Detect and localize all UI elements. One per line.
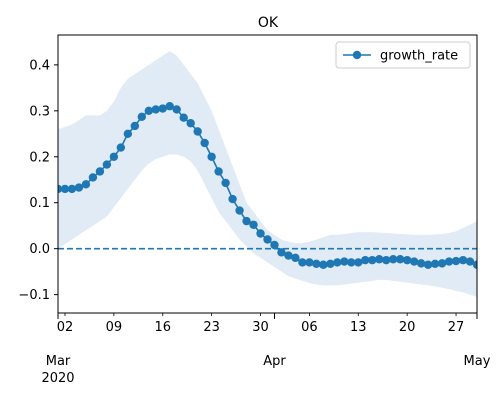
x-minor-tick-label: 16	[154, 320, 171, 335]
data-point	[144, 106, 153, 116]
data-point	[312, 259, 321, 269]
data-point	[221, 178, 230, 188]
x-minor-tick-label: 30	[252, 320, 269, 335]
data-point	[256, 229, 265, 238]
data-point	[277, 248, 286, 257]
data-point	[172, 105, 181, 114]
x-minor-tick-label: 23	[203, 320, 220, 335]
data-point	[130, 121, 140, 131]
data-point	[74, 183, 84, 192]
x-major-tick-label: Apr	[263, 354, 286, 369]
data-point	[67, 184, 77, 194]
data-point	[437, 259, 447, 268]
data-point	[319, 260, 328, 269]
data-point	[423, 260, 433, 269]
data-point	[102, 160, 112, 169]
legend-box	[335, 41, 471, 69]
data-point	[340, 257, 349, 266]
data-point	[451, 256, 461, 266]
data-point	[465, 257, 475, 266]
axes: −0.1 0.0 0.1 0.2 0.3 0.4 02 09 16 23 30 06 13 20 27 Mar…	[18, 34, 491, 386]
x-minor-tick-label: 02	[57, 320, 74, 335]
data-point	[186, 119, 195, 128]
data-point	[95, 167, 105, 176]
data-point	[88, 173, 98, 182]
data-point	[333, 258, 342, 267]
data-point	[409, 257, 419, 266]
x-major-tick-label: Mar	[46, 354, 71, 369]
data-point	[116, 143, 126, 152]
legend-marker	[352, 50, 362, 60]
data-point	[109, 152, 119, 161]
data-point	[430, 259, 440, 269]
x-minor-tick-label: 13	[350, 320, 367, 335]
legend: growth_rate	[335, 41, 471, 69]
y-tick-label: 0.3	[29, 104, 50, 119]
data-point	[200, 138, 209, 148]
data-point	[472, 260, 477, 269]
data-point	[284, 251, 293, 260]
data-point	[368, 255, 377, 265]
y-tick-label: −0.1	[18, 288, 50, 303]
data-point	[361, 255, 370, 265]
data-point	[81, 180, 91, 189]
x-major-tick-label: May	[464, 354, 491, 369]
data-point	[242, 216, 251, 226]
data-point	[228, 194, 237, 204]
y-tick-label: 0.1	[29, 196, 50, 211]
plot-area	[58, 51, 477, 297]
data-point	[375, 255, 384, 264]
chart-title: OK	[258, 15, 279, 31]
data-point	[193, 127, 202, 136]
legend-label: growth_rate	[380, 49, 458, 64]
x-minor-tick-label: 27	[448, 320, 465, 335]
data-point	[263, 235, 272, 244]
data-point	[305, 258, 314, 267]
data-point	[416, 259, 426, 268]
y-tick-label: 0.2	[29, 150, 50, 165]
data-point	[158, 104, 167, 113]
y-tick-label: 0.4	[29, 58, 50, 73]
data-point	[458, 255, 468, 265]
data-point	[444, 257, 454, 266]
data-point	[270, 240, 279, 250]
data-point	[151, 105, 160, 114]
data-point	[402, 255, 412, 265]
data-point	[60, 184, 70, 194]
plot-inner	[58, 51, 477, 297]
plot-frame	[57, 34, 478, 314]
x-year-label: 2020	[41, 371, 74, 386]
data-point	[382, 255, 391, 265]
x-minor-tick-label: 09	[106, 320, 123, 335]
data-point	[326, 259, 335, 269]
x-minor-tick-label: 20	[399, 320, 416, 335]
x-minor-tick-label: 06	[301, 320, 318, 335]
data-point	[58, 184, 63, 194]
data-point	[207, 152, 216, 161]
data-point	[249, 220, 258, 229]
data-point	[214, 167, 223, 176]
data-point	[179, 113, 188, 122]
data-point	[123, 129, 133, 138]
data-point	[137, 112, 146, 121]
data-point	[347, 258, 356, 267]
data-point	[354, 258, 363, 267]
y-tick-label: 0.0	[29, 242, 50, 257]
data-point	[165, 102, 174, 111]
data-point	[389, 255, 398, 264]
data-point	[395, 255, 405, 264]
data-point	[291, 253, 300, 263]
data-point	[235, 206, 244, 215]
data-point	[298, 258, 307, 267]
